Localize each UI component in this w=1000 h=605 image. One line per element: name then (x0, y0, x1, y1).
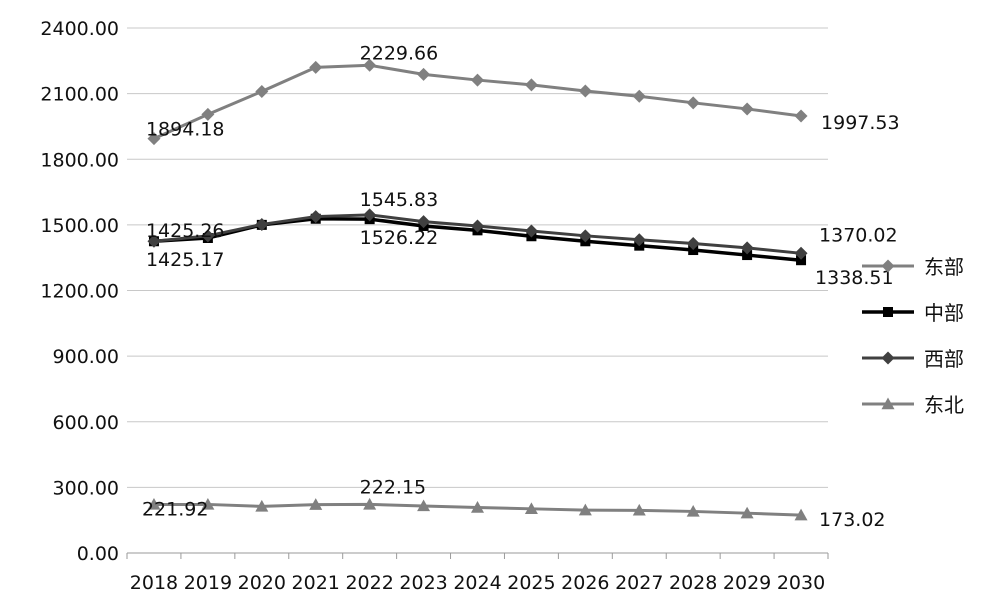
x-tick-label: 2021 (292, 572, 340, 594)
legend-entry: 中部 (862, 301, 964, 325)
point-marker (309, 210, 323, 224)
y-tick-label: 2100.00 (40, 84, 119, 106)
data-label: 1370.02 (819, 224, 898, 246)
data-label: 173.02 (819, 509, 885, 531)
point-marker (363, 208, 377, 222)
legend-entry: 西部 (862, 347, 964, 371)
point-marker (686, 96, 700, 110)
x-tick-label: 2026 (561, 572, 609, 594)
point-marker (578, 229, 592, 243)
data-label: 1997.53 (821, 112, 900, 134)
legend-entry: 东北 (862, 393, 964, 417)
series-group (147, 58, 808, 521)
legend-label: 东部 (924, 255, 964, 279)
point-marker (881, 397, 895, 410)
data-label: 1425.17 (146, 249, 225, 271)
y-tick-label: 1500.00 (40, 215, 119, 237)
data-label: 1425.26 (146, 220, 225, 242)
point-marker (201, 229, 215, 243)
point-marker (147, 497, 161, 510)
x-tick-label: 2019 (184, 572, 232, 594)
x-tick-label: 2027 (615, 572, 663, 594)
data-labels: 1894.18 2229.66 1997.53 1425.17 1526.22 1338.… (142, 42, 900, 531)
data-label: 1545.83 (360, 189, 439, 211)
point-marker (147, 234, 161, 248)
point-marker (201, 107, 215, 121)
data-label: 222.15 (360, 476, 426, 498)
point-marker (524, 224, 538, 238)
x-tick-label: 2028 (669, 572, 717, 594)
legend-entry: 东部 (862, 255, 964, 279)
point-marker (417, 499, 431, 512)
point-marker (417, 215, 431, 229)
point-marker (794, 246, 808, 260)
point-marker (363, 497, 377, 510)
point-marker (686, 504, 700, 517)
y-tick-label: 1200.00 (40, 281, 119, 303)
point-marker (255, 84, 269, 98)
point-marker (524, 78, 538, 92)
point-marker (201, 497, 215, 510)
axes: 0.00 300.00 600.00 900.00 1200.00 1500.00 1800… (40, 18, 829, 594)
data-label: 221.92 (142, 498, 208, 520)
point-marker (255, 217, 269, 231)
point-marker (471, 219, 484, 233)
point-marker (417, 67, 431, 81)
data-label: 1894.18 (146, 119, 225, 141)
point-marker (471, 73, 484, 87)
point-marker (255, 499, 269, 512)
point-marker (740, 102, 754, 116)
point-marker (632, 89, 646, 103)
legend-label: 东北 (924, 393, 964, 417)
y-tick-label: 300.00 (53, 477, 119, 499)
point-marker (742, 250, 753, 261)
point-marker (740, 241, 754, 255)
point-marker (688, 245, 699, 256)
point-marker (740, 506, 754, 519)
y-tick-label: 1800.00 (40, 149, 119, 171)
y-tick-label: 0.00 (77, 543, 119, 565)
x-tick-label: 2022 (345, 572, 393, 594)
point-marker (881, 351, 895, 365)
x-tick-label: 2029 (723, 572, 771, 594)
data-label: 2229.66 (360, 42, 439, 64)
point-marker (309, 498, 323, 510)
point-marker (686, 236, 700, 250)
point-marker (147, 132, 161, 146)
point-marker (471, 501, 484, 513)
point-marker (578, 503, 592, 516)
x-tick-label: 2024 (453, 572, 501, 594)
point-marker (883, 307, 893, 317)
x-tick-label: 2023 (399, 572, 447, 594)
data-label: 1338.51 (815, 267, 894, 289)
y-tick-label: 900.00 (53, 346, 119, 368)
legend-label: 西部 (924, 347, 964, 371)
point-marker (578, 84, 592, 98)
series-4 (147, 497, 808, 521)
point-marker (632, 233, 646, 247)
point-marker (524, 502, 538, 515)
point-marker (632, 503, 646, 516)
x-tick-label: 2020 (238, 572, 286, 594)
point-marker (794, 508, 808, 521)
series-3 (147, 208, 808, 260)
y-tick-label: 600.00 (53, 412, 119, 434)
legend-label: 中部 (924, 301, 964, 325)
point-marker (796, 255, 807, 266)
point-marker (881, 259, 895, 273)
point-marker (309, 60, 323, 74)
data-label: 1526.22 (360, 227, 439, 249)
x-tick-label: 2030 (777, 572, 825, 594)
point-marker (363, 58, 377, 72)
x-tick-label: 2018 (130, 572, 178, 594)
x-tick-label: 2025 (507, 572, 555, 594)
series-1 (147, 58, 808, 146)
y-tick-label: 2400.00 (40, 18, 119, 40)
point-marker (794, 109, 808, 123)
